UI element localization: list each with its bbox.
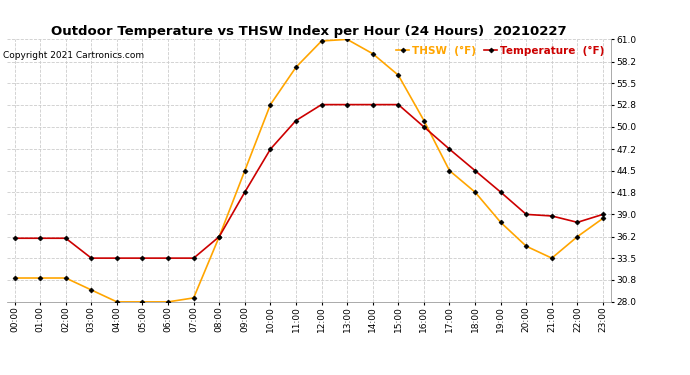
Temperature  (°F): [445, 147, 453, 152]
THSW  (°F): [368, 51, 377, 56]
THSW  (°F): [445, 168, 453, 173]
THSW  (°F): [266, 102, 275, 107]
Temperature  (°F): [471, 168, 479, 173]
THSW  (°F): [599, 216, 607, 220]
Temperature  (°F): [343, 102, 351, 107]
Temperature  (°F): [10, 236, 19, 240]
Temperature  (°F): [164, 256, 172, 260]
THSW  (°F): [292, 65, 300, 69]
Temperature  (°F): [61, 236, 70, 240]
Temperature  (°F): [36, 236, 44, 240]
THSW  (°F): [112, 300, 121, 304]
Temperature  (°F): [139, 256, 147, 260]
Temperature  (°F): [112, 256, 121, 260]
Legend: THSW  (°F), Temperature  (°F): THSW (°F), Temperature (°F): [395, 45, 605, 57]
Temperature  (°F): [215, 234, 224, 239]
THSW  (°F): [394, 73, 402, 77]
Temperature  (°F): [420, 124, 428, 129]
THSW  (°F): [87, 288, 95, 292]
THSW  (°F): [36, 276, 44, 280]
THSW  (°F): [471, 190, 479, 194]
Temperature  (°F): [368, 102, 377, 107]
THSW  (°F): [522, 244, 531, 249]
THSW  (°F): [139, 300, 147, 304]
Temperature  (°F): [87, 256, 95, 260]
Line: Temperature  (°F): Temperature (°F): [13, 103, 604, 260]
THSW  (°F): [10, 276, 19, 280]
THSW  (°F): [61, 276, 70, 280]
Temperature  (°F): [522, 212, 531, 217]
THSW  (°F): [317, 39, 326, 43]
Line: THSW  (°F): THSW (°F): [13, 38, 604, 304]
Temperature  (°F): [292, 118, 300, 123]
THSW  (°F): [215, 234, 224, 239]
Temperature  (°F): [241, 190, 249, 194]
THSW  (°F): [548, 256, 556, 260]
Temperature  (°F): [497, 190, 505, 194]
Temperature  (°F): [573, 220, 582, 225]
Text: Copyright 2021 Cartronics.com: Copyright 2021 Cartronics.com: [3, 51, 145, 60]
Temperature  (°F): [317, 102, 326, 107]
Temperature  (°F): [548, 214, 556, 218]
Title: Outdoor Temperature vs THSW Index per Hour (24 Hours)  20210227: Outdoor Temperature vs THSW Index per Ho…: [51, 25, 566, 38]
THSW  (°F): [241, 168, 249, 173]
Temperature  (°F): [599, 212, 607, 217]
Temperature  (°F): [266, 147, 275, 152]
THSW  (°F): [164, 300, 172, 304]
THSW  (°F): [420, 118, 428, 123]
THSW  (°F): [573, 234, 582, 239]
THSW  (°F): [497, 220, 505, 225]
Temperature  (°F): [190, 256, 198, 260]
THSW  (°F): [190, 296, 198, 300]
THSW  (°F): [343, 37, 351, 42]
Temperature  (°F): [394, 102, 402, 107]
